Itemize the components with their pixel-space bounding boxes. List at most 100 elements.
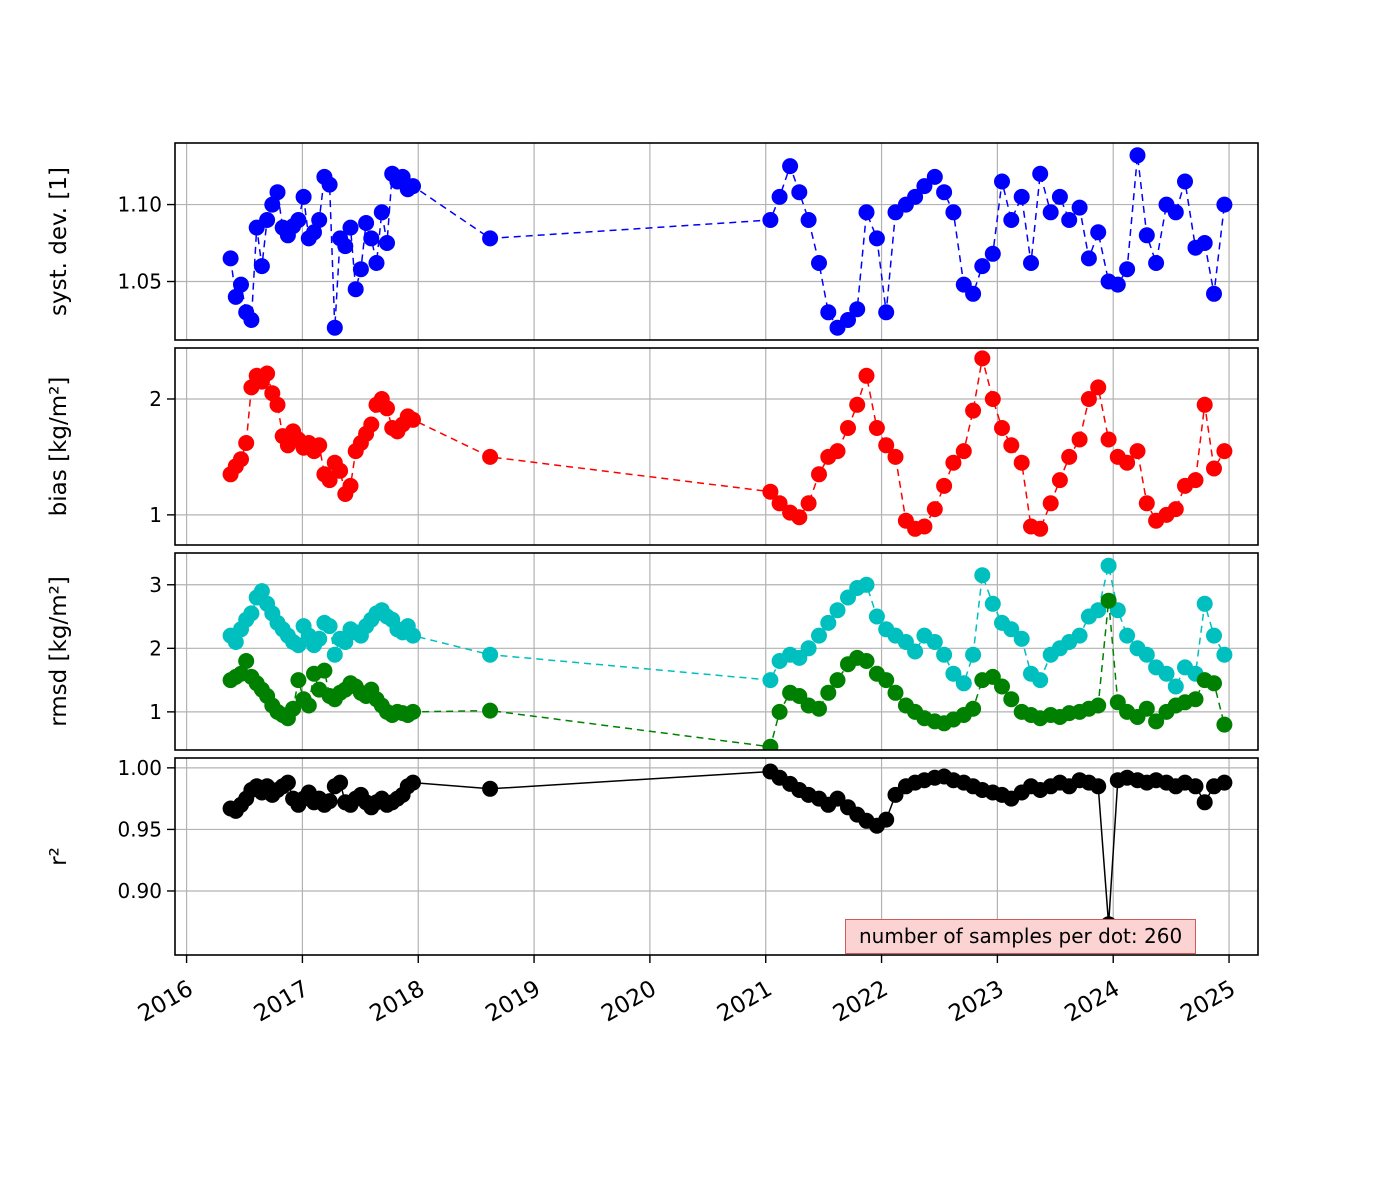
data-point [984,595,1001,612]
data-point [482,646,499,663]
data-point [337,238,354,255]
data-point [916,178,933,195]
data-point [1167,678,1184,695]
panel-rmsd: 1 2 3 rmsd [kg/m²] [46,552,1259,751]
data-point [782,158,799,175]
data-point [820,614,837,631]
data-point [243,605,260,622]
data-point [945,454,962,471]
data-point [820,684,837,701]
data-point [1216,646,1233,663]
data-point [1206,675,1222,692]
data-point [820,304,837,321]
data-point [811,466,827,483]
data-point [762,212,779,228]
series-points-rmsd-a [222,557,1233,695]
data-point [1187,778,1204,795]
data-point [352,261,369,278]
data-point [269,396,286,413]
data-point [285,700,302,717]
y-tick-label: 0.90 [117,879,162,903]
data-point [233,451,249,468]
data-point [994,420,1010,436]
data-point [379,235,395,251]
data-point [907,643,924,660]
panel-bias: 1 2 bias [kg/m²] [46,347,1259,546]
data-point [1090,379,1107,396]
data-point [1138,227,1155,244]
data-point [878,811,895,828]
data-point [1138,700,1155,717]
data-point [379,400,395,417]
data-point [1129,147,1146,164]
series-points-rmsd-b [222,592,1233,750]
x-tick-label: 2018 [366,976,430,1028]
data-point [811,255,827,271]
data-point [878,672,895,689]
data-point [253,258,270,275]
data-point [1206,627,1222,644]
data-point [1013,630,1030,647]
data-point [482,448,499,465]
data-point [1042,495,1059,512]
data-point [936,477,953,494]
data-point [358,215,375,231]
data-point [762,672,779,689]
x-tick-label: 2019 [481,976,545,1028]
panel-border [174,757,1259,956]
data-point [1080,391,1097,407]
data-point [1187,691,1204,708]
data-point [800,640,817,657]
y-tick-label: 1.10 [117,193,162,217]
data-point [811,627,827,644]
data-point [1051,188,1068,205]
y-tick-label: 0.95 [117,817,162,841]
data-point [347,281,364,298]
y-tick-label: 2 [149,636,162,660]
data-point [332,774,349,791]
data-point [1042,204,1059,221]
data-point [1138,646,1155,663]
data-point [306,224,322,241]
data-point [994,678,1010,695]
data-point [800,495,817,512]
y-axis-label-bias: bias [kg/m²] [46,377,72,517]
x-tick-label: 2025 [1176,976,1240,1028]
data-point [1090,778,1107,795]
y-tick-label: 1 [149,503,162,527]
x-tick-label: 2022 [829,976,893,1028]
data-point [222,250,239,267]
data-point [984,245,1001,262]
data-point [482,702,499,719]
data-point [994,173,1010,190]
data-point [1003,621,1020,638]
data-point [1119,627,1136,644]
data-point [858,576,875,593]
data-point [868,420,885,436]
data-point [771,703,788,720]
data-point [1196,794,1213,811]
panel-border [174,142,1259,341]
data-point [840,312,856,328]
data-point [974,258,991,275]
data-point [233,276,249,293]
x-tick-label: 2020 [597,976,661,1028]
data-point [227,288,244,305]
data-point [238,435,255,451]
data-point [1206,460,1222,477]
data-point [945,665,962,682]
data-point [405,178,421,195]
y-tick-label: 2 [149,387,162,411]
y-axis-label-syst-dev: syst. dev. [1] [46,167,72,316]
data-point [1129,443,1146,460]
data-point [829,602,846,619]
y-axis-label-rmsd: rmsd [kg/m²] [46,576,72,727]
data-point [965,700,982,717]
panel-background [175,143,1258,340]
data-point [337,634,354,650]
data-point [264,196,281,213]
data-point [887,448,904,465]
data-point [1032,672,1049,689]
data-point [321,793,338,810]
series-points-r2 [222,763,1233,933]
